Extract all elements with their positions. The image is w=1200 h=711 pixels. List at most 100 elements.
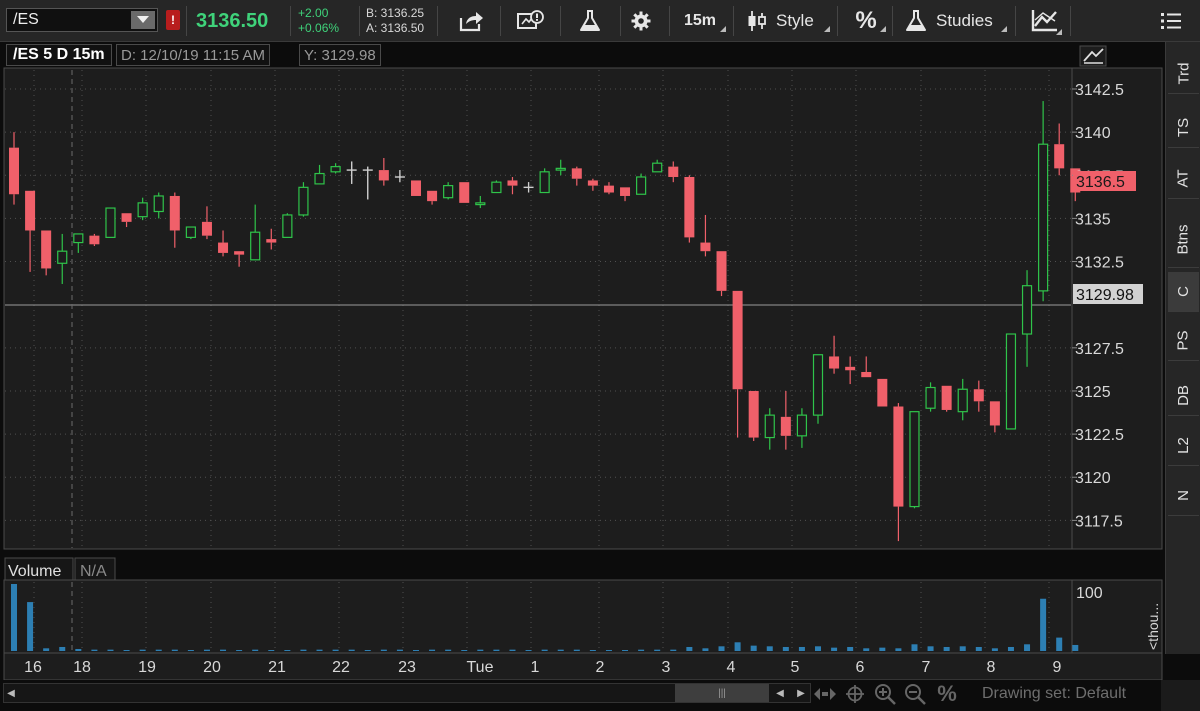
time-tick-label: 19 bbox=[138, 659, 156, 676]
candle bbox=[925, 382, 936, 412]
toolbar-divider bbox=[669, 6, 670, 36]
symbol-dropdown-button[interactable] bbox=[131, 11, 155, 29]
candle bbox=[668, 161, 679, 183]
volume-axis[interactable] bbox=[1071, 579, 1163, 654]
tab-label: PS bbox=[1174, 330, 1192, 351]
tab-active-trader[interactable]: AT bbox=[1168, 159, 1199, 199]
chart-symbol-period[interactable]: /ES 5 D 15m bbox=[6, 44, 112, 66]
chart-info-button[interactable] bbox=[514, 0, 546, 42]
volume-bar bbox=[461, 650, 468, 651]
candle bbox=[443, 182, 454, 200]
volume-bar bbox=[638, 649, 645, 651]
horizontal-scrollbar[interactable]: ◀ ||| ◀ ▶ bbox=[3, 683, 811, 703]
price-axis[interactable] bbox=[1071, 67, 1163, 550]
candle bbox=[266, 228, 277, 250]
percent-button[interactable]: % bbox=[844, 0, 888, 42]
candle bbox=[555, 159, 566, 176]
candle-body bbox=[909, 411, 920, 508]
settings-button[interactable] bbox=[624, 0, 658, 42]
tab-label: C bbox=[1175, 286, 1192, 297]
volume-bar bbox=[879, 647, 886, 651]
candle-body bbox=[539, 171, 550, 194]
volume-bar bbox=[75, 648, 82, 651]
drawing-tools-icon bbox=[1031, 10, 1057, 32]
alert-flag-icon[interactable]: ! bbox=[166, 10, 180, 30]
volume-bar bbox=[1040, 598, 1047, 651]
candle-body bbox=[185, 226, 196, 238]
drawing-set-selector[interactable]: Drawing set: Default bbox=[982, 685, 1127, 702]
candle bbox=[957, 378, 968, 421]
volume-bar bbox=[123, 650, 130, 651]
drawings-button[interactable] bbox=[1024, 0, 1064, 42]
tab-db[interactable]: DB bbox=[1168, 376, 1199, 416]
scroll-thumb[interactable]: ||| bbox=[675, 684, 769, 702]
price-tick-label: 3120 bbox=[1075, 470, 1111, 487]
volume-bar bbox=[702, 648, 709, 651]
toolbar-divider bbox=[560, 6, 561, 36]
zoom-in-icon[interactable] bbox=[872, 684, 898, 705]
share-button[interactable] bbox=[455, 0, 487, 42]
candle-body bbox=[169, 195, 180, 231]
style-button[interactable]: Style bbox=[746, 0, 832, 42]
volume-panel[interactable] bbox=[3, 579, 1073, 654]
candle bbox=[491, 180, 502, 194]
crosshair-price-label: 3129.98 bbox=[1076, 287, 1134, 304]
volume-bar bbox=[831, 647, 838, 651]
menu-button[interactable] bbox=[1156, 0, 1186, 42]
price-tick-label: 3127.5 bbox=[1075, 341, 1124, 358]
tab-news[interactable]: N bbox=[1168, 476, 1199, 516]
chart-area[interactable]: 3142.531403137.531353132.53127.531253122… bbox=[0, 42, 1165, 680]
volume-bar bbox=[252, 649, 259, 651]
volume-bar bbox=[11, 584, 17, 651]
volume-bar bbox=[863, 648, 870, 651]
volume-bar bbox=[493, 649, 500, 651]
candle-body bbox=[587, 180, 598, 186]
thinkscript-lab-button[interactable] bbox=[575, 0, 605, 42]
expand-horizontal-icon[interactable] bbox=[812, 684, 838, 704]
candle-body bbox=[555, 167, 566, 171]
percent-icon[interactable]: % bbox=[937, 681, 957, 706]
candle bbox=[700, 214, 711, 257]
price-axis-settings-icon[interactable] bbox=[1079, 45, 1107, 67]
candle bbox=[989, 401, 1000, 433]
price-tick-label: 3140 bbox=[1075, 125, 1111, 142]
time-axis[interactable] bbox=[3, 652, 1163, 680]
symbol-selector[interactable]: /ES bbox=[6, 8, 158, 32]
side-tab-bar: Trd TS AT Btns C PS DB L2 N bbox=[1165, 42, 1200, 654]
time-tick-label: 18 bbox=[73, 659, 91, 676]
scroll-left-arrow-icon[interactable]: ◀ bbox=[776, 687, 784, 699]
timeframe-button[interactable]: 15m bbox=[672, 0, 728, 42]
net-change: +2.00 bbox=[298, 6, 329, 20]
studies-button[interactable]: Studies bbox=[905, 0, 1009, 42]
volume-bars bbox=[11, 584, 1079, 651]
list-menu-icon bbox=[1161, 13, 1181, 29]
tab-time-sales[interactable]: TS bbox=[1168, 108, 1199, 148]
tab-ps[interactable]: PS bbox=[1168, 321, 1199, 361]
cursor-date-readout: D: 12/10/19 11:15 AM bbox=[116, 44, 270, 66]
scroll-right-arrow-icon[interactable]: ▶ bbox=[797, 687, 805, 699]
scroll-left-arrow-icon[interactable]: ◀ bbox=[7, 687, 15, 699]
volume-bar bbox=[43, 648, 50, 651]
candle-body bbox=[427, 190, 438, 202]
price-tick-label: 3142.5 bbox=[1075, 82, 1124, 99]
candle-body bbox=[748, 390, 759, 438]
candle-body bbox=[218, 242, 229, 253]
volume-bar bbox=[477, 649, 484, 651]
volume-bar bbox=[622, 650, 629, 651]
gear-icon bbox=[631, 11, 651, 31]
candle bbox=[716, 251, 727, 297]
price-tick-label: 3132.5 bbox=[1075, 255, 1124, 272]
dropdown-corner-icon bbox=[824, 26, 830, 32]
candle-body bbox=[73, 233, 84, 244]
zoom-out-icon[interactable] bbox=[902, 684, 928, 705]
tab-level2[interactable]: L2 bbox=[1168, 426, 1199, 466]
time-tick-label: 1 bbox=[531, 659, 540, 676]
change-block: +2.00 +0.06% bbox=[298, 0, 339, 42]
volume-bar bbox=[284, 650, 291, 651]
tab-trade[interactable]: Trd bbox=[1168, 54, 1199, 94]
tab-chart[interactable]: C bbox=[1168, 272, 1199, 312]
crosshair-icon[interactable] bbox=[842, 684, 868, 704]
volume-unit-label: <thou... bbox=[1145, 603, 1161, 650]
tab-buttons[interactable]: Btns bbox=[1168, 212, 1199, 268]
candle-body bbox=[411, 180, 421, 196]
